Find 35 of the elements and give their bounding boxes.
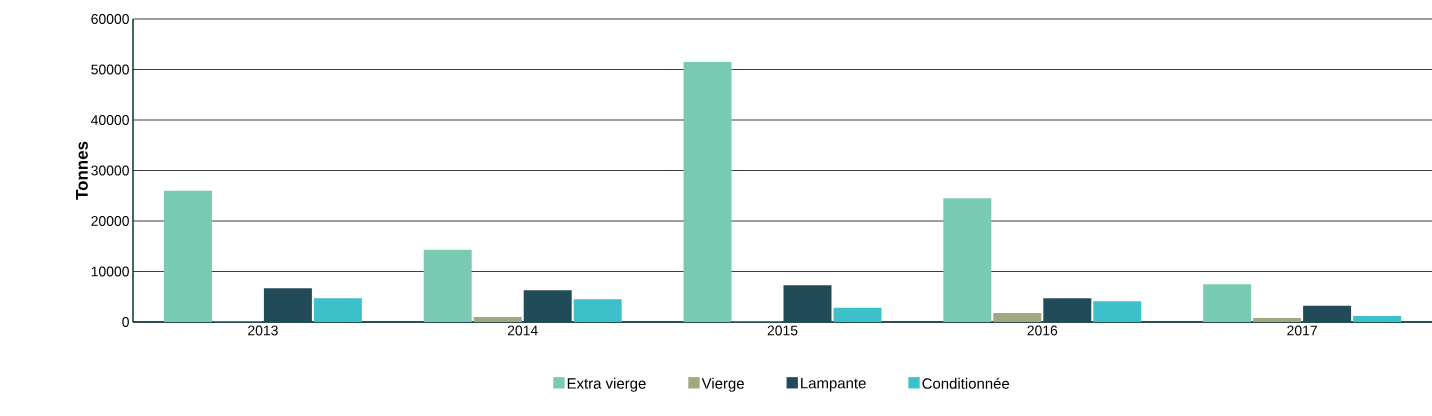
legend-label: Vierge [701,377,744,392]
legend-label: Lampante [801,378,866,392]
y-axis-title: Tonnes [76,141,88,200]
bar [783,285,832,322]
y-tick-label: 50000 [91,64,129,75]
bar [573,299,622,322]
x-tick-label: 2017 [1287,325,1317,336]
y-tick-label: 10000 [91,266,129,277]
y-tick-label: 30000 [91,165,129,176]
bar [683,61,732,322]
bar [163,190,212,322]
y-tick-label: 40000 [91,115,129,125]
bar [1203,284,1252,322]
bar [1353,315,1402,322]
bar [1253,317,1302,322]
x-tick-label: 2013 [248,325,278,336]
y-tick-label: 60000 [91,14,129,24]
bar [1303,305,1352,322]
legend-label: Conditionnée [922,377,1010,389]
x-tick-label: 2016 [1027,325,1058,336]
bar [943,198,992,322]
y-tick-label: 0 [122,317,129,327]
y-tick-label: 20000 [91,216,129,226]
x-tick-label: 2014 [507,325,538,336]
x-tick-label: 2015 [767,325,798,336]
bar [993,312,1042,322]
bar [313,298,362,322]
bar [1093,301,1142,322]
bar [1043,298,1092,322]
bar [523,290,572,322]
bar [423,249,472,322]
bar [473,316,522,322]
bar [833,307,882,322]
legend-label: Extra vierge [567,377,646,392]
bar [263,288,312,322]
